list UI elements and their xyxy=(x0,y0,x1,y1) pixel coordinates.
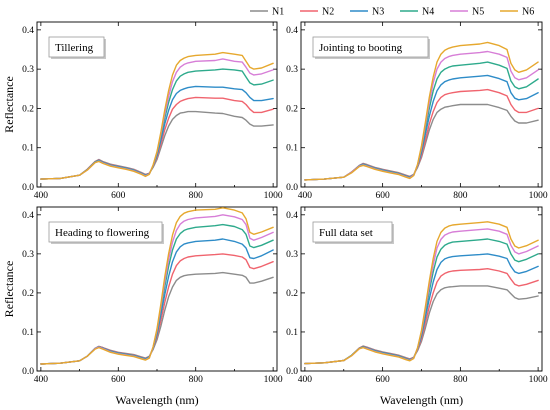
y-axis-label: Reflectance xyxy=(2,261,16,318)
panel-title: Full data set xyxy=(319,227,373,239)
x-tick-label: 800 xyxy=(453,191,468,201)
y-tick-label: 0.1 xyxy=(286,144,298,154)
x-tick-label: 600 xyxy=(111,375,126,385)
y-tick-label: 0.3 xyxy=(22,250,34,260)
x-tick-label: 400 xyxy=(298,375,313,385)
series-line-n2 xyxy=(304,88,539,181)
series-line-n4 xyxy=(40,223,274,365)
legend-label-n6: N6 xyxy=(522,7,534,18)
y-tick-label: 0.4 xyxy=(22,26,34,36)
y-tick-label: 0.0 xyxy=(286,183,298,193)
y-tick-label: 0.2 xyxy=(22,289,34,299)
x-tick-label: 1000 xyxy=(529,375,548,385)
series-line-n2 xyxy=(40,96,274,180)
x-tick-label: 800 xyxy=(453,375,468,385)
series-line-n6 xyxy=(40,51,274,180)
series-line-n1 xyxy=(40,110,274,180)
x-axis-label: Wavelength (nm) xyxy=(380,393,463,407)
y-tick-label: 0.0 xyxy=(286,367,298,377)
y-tick-label: 0.1 xyxy=(22,328,34,338)
series-line-n6 xyxy=(304,41,539,181)
series-line-n2 xyxy=(304,268,539,365)
panel-3: 400 600 800 1000 0.0 0.1 0.2 0.3 0.4 Reflectance W… xyxy=(2,206,283,407)
series-line-n2 xyxy=(40,253,274,365)
panel-title-box xyxy=(312,36,429,58)
legend-label-n5: N5 xyxy=(472,7,484,18)
x-tick-label: 400 xyxy=(298,191,313,201)
series-line-n6 xyxy=(40,207,274,365)
x-tick-label: 800 xyxy=(189,191,204,201)
series-line-n6 xyxy=(304,221,539,365)
legend-label-n2: N2 xyxy=(322,7,334,18)
legend-label-n1: N1 xyxy=(272,7,284,18)
x-tick-label: 1000 xyxy=(529,191,548,201)
y-tick-label: 0.4 xyxy=(286,26,298,36)
y-tick-label: 0.3 xyxy=(22,65,34,75)
x-tick-label: 600 xyxy=(376,375,391,385)
x-tick-label: 600 xyxy=(111,191,126,201)
y-axis-label: Reflectance xyxy=(2,76,16,133)
series-line-n3 xyxy=(40,238,274,365)
series-line-n5 xyxy=(304,228,539,365)
y-tick-label: 0.2 xyxy=(286,104,298,114)
y-tick-label: 0.0 xyxy=(22,367,34,377)
y-tick-label: 0.4 xyxy=(286,211,298,221)
panel-1: 400 600 800 1000 0.0 0.1 0.2 0.3 0.4 Reflectance T… xyxy=(2,21,283,201)
x-tick-label: 400 xyxy=(34,191,49,201)
series-line-n3 xyxy=(304,74,539,181)
panel-title: Heading to flowering xyxy=(55,227,150,239)
x-tick-label: 1000 xyxy=(264,191,283,201)
x-tick-label: 800 xyxy=(189,375,204,385)
x-tick-label: 600 xyxy=(376,191,391,201)
panel-2: 400 600 800 1000 0.0 0.1 0.2 0.3 0.4 Jointing to … xyxy=(286,21,548,201)
legend-label-n4: N4 xyxy=(422,7,434,18)
series-line-n1 xyxy=(40,271,274,365)
y-tick-label: 0.4 xyxy=(22,211,34,221)
x-tick-label: 400 xyxy=(34,375,49,385)
y-tick-label: 0.3 xyxy=(286,65,298,75)
panel-title: Tillering xyxy=(55,42,94,54)
y-tick-label: 0.1 xyxy=(286,328,298,338)
legend-label-n3: N3 xyxy=(372,7,384,18)
y-tick-label: 0.2 xyxy=(286,289,298,299)
panel-title-box xyxy=(312,221,393,243)
series-line-n1 xyxy=(304,285,539,365)
panel-title-box xyxy=(48,36,105,58)
y-tick-label: 0.2 xyxy=(22,104,34,114)
panel-4: 400 600 800 1000 0.0 0.1 0.2 0.3 0.4 Wavelength (… xyxy=(286,206,548,407)
series-line-n3 xyxy=(304,253,539,365)
series-line-n5 xyxy=(304,50,539,181)
y-tick-label: 0.1 xyxy=(22,144,34,154)
panel-title-box xyxy=(48,221,163,243)
x-axis-label: Wavelength (nm) xyxy=(115,393,198,407)
y-tick-label: 0.3 xyxy=(286,250,298,260)
panels: 400 600 800 10000.00.10.20.30.4ReflectanceT… xyxy=(2,21,548,407)
x-tick-label: 1000 xyxy=(264,375,283,385)
legend: N1 N2 N3 N4 N5 N6 xyxy=(250,7,534,18)
y-tick-label: 0.0 xyxy=(22,183,34,193)
series-line-n4 xyxy=(40,68,274,180)
panel-title: Jointing to booting xyxy=(319,42,403,54)
